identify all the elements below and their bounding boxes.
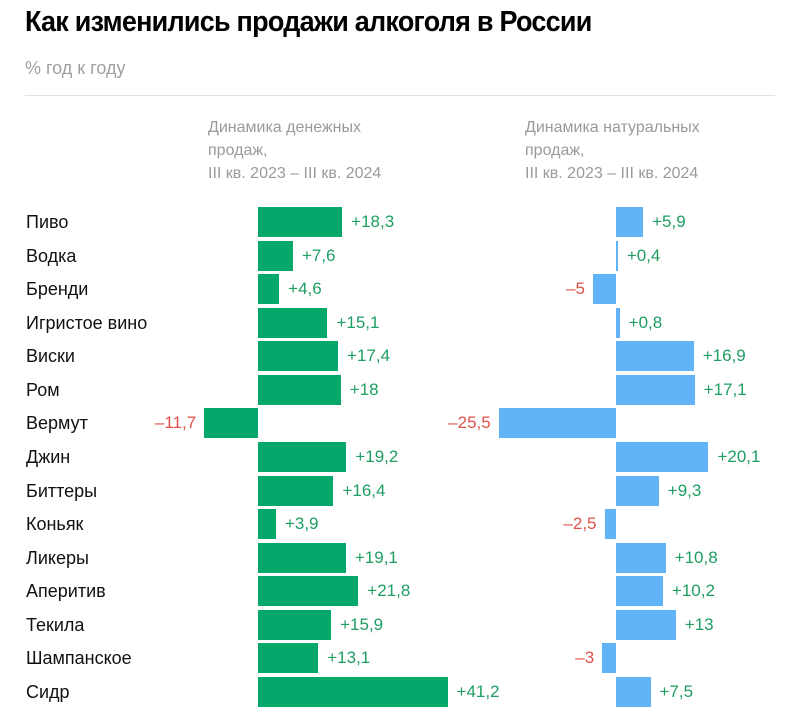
volume-bar [616,240,618,271]
volume-value-label: +10,2 [671,581,715,601]
money-bar [258,609,332,640]
chart-title: Как изменились продажи алкоголя в России [25,6,592,38]
category-label: Шампанское [26,648,132,669]
volume-value-label: –2,5 [563,514,597,534]
volume-value-label: +13 [684,614,714,634]
volume-bar [604,509,616,540]
money-bar [258,240,293,271]
money-value-label: +17,4 [347,346,391,366]
category-label: Виски [26,346,75,367]
volume-value-label: +0,8 [628,312,663,332]
money-bar [258,676,448,707]
category-label: Биттеры [26,480,98,501]
volume-bar [616,576,663,607]
volume-bar [616,542,666,573]
volume-value-label: –25,5 [448,413,491,433]
volume-value-label: –5 [566,279,585,299]
volume-value-label: +10,8 [674,547,718,567]
money-value-label: +19,1 [354,547,398,567]
divider [25,95,775,96]
volume-value-label: +7,5 [659,681,694,701]
category-label: Водка [26,245,77,266]
category-label: Аперитив [26,581,106,602]
money-bar [258,374,341,405]
category-label: Бренди [26,279,89,300]
money-bar [258,441,347,472]
category-label: Ликеры [26,547,89,568]
volume-bar [593,274,616,305]
volume-bar [616,475,659,506]
money-value-label: +21,8 [367,581,411,601]
volume-value-label: +9,3 [667,480,702,500]
money-value-label: +16,4 [342,480,386,500]
volume-column-header: Динамика натуральных продаж, III кв. 202… [525,119,700,182]
money-value-label: +13,1 [327,648,371,668]
money-bar [258,475,334,506]
money-bar [258,341,339,372]
chart-subtitle: % год к году [25,58,126,78]
money-value-label: +15,9 [340,614,384,634]
money-value-label: +7,6 [301,245,336,265]
volume-value-label: +5,9 [652,212,686,231]
category-label: Игристое вино [26,312,148,333]
volume-bar [498,408,616,439]
category-label: Джин [26,446,71,467]
money-bar [258,207,343,237]
money-bar [258,307,328,338]
volume-bar [616,609,676,640]
money-value-label: +3,9 [284,514,319,534]
volume-value-label: –3 [575,648,595,668]
volume-bar [616,374,695,405]
money-value-label: +18,3 [351,212,395,231]
volume-value-label: +0,4 [626,245,661,265]
money-value-label: –11,7 [154,413,197,433]
category-label: Текила [26,614,85,635]
money-bar [258,274,280,305]
volume-value-label: +17,1 [703,379,747,399]
volume-value-label: +20,1 [717,446,761,466]
volume-value-label: +16,9 [702,346,746,366]
money-bar [258,509,276,540]
category-label: Коньяк [26,514,84,535]
money-column-header: Динамика денежных продаж, III кв. 2023 –… [208,119,382,182]
money-value-label: +4,6 [288,279,322,299]
volume-bar [616,207,644,237]
volume-bar [616,307,620,338]
money-bar [258,576,359,607]
money-value-label: +19,2 [355,446,399,466]
volume-bar [616,341,694,372]
volume-bar [602,643,616,674]
category-label: Сидр [26,681,70,702]
money-value-label: +41,2 [456,681,500,701]
category-label: Пиво [26,212,69,232]
category-label: Вермут [26,413,88,434]
volume-bar [616,441,709,472]
money-bar [258,542,346,573]
money-value-label: +15,1 [336,312,380,332]
money-bar [204,408,258,439]
volume-bar [616,676,651,707]
money-value-label: +18 [349,379,379,399]
category-label: Ром [26,379,60,400]
money-bar [258,643,319,674]
